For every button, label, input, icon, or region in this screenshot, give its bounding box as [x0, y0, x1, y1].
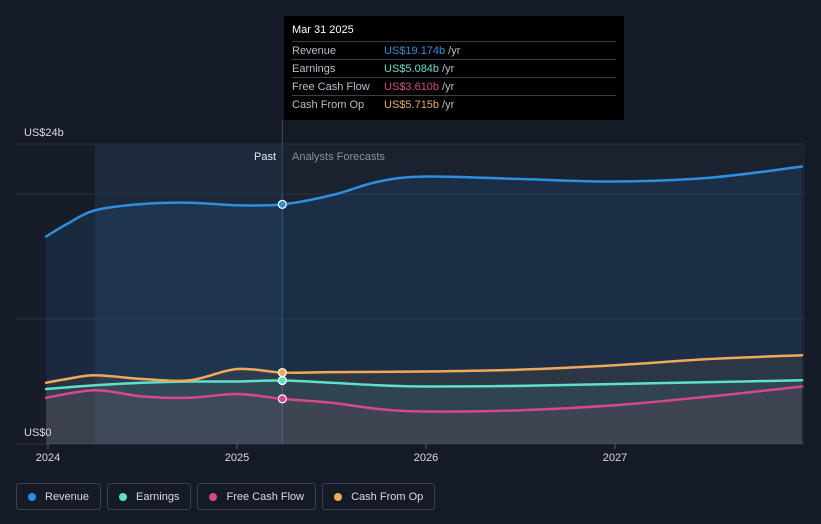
legend-item-cash-from-op[interactable]: Cash From Op — [322, 483, 436, 510]
x-tick-label: 2027 — [603, 452, 627, 464]
legend-item-earnings[interactable]: Earnings — [107, 483, 192, 510]
tooltip-row: Revenue US$19.174b/yr — [292, 41, 616, 59]
cash-from-op-marker — [277, 367, 287, 378]
grid — [16, 120, 805, 445]
x-axis-ticks: 2024 2025 2026 2027 — [36, 444, 627, 464]
tooltip-row: Cash From Op US$5.715b/yr — [292, 95, 616, 113]
legend: Revenue Earnings Free Cash Flow Cash From O… — [16, 483, 436, 510]
legend-label: Free Cash Flow — [226, 490, 305, 503]
x-tick-label: 2024 — [36, 452, 60, 464]
legend-label: Revenue — [45, 490, 90, 503]
hover-tooltip: Mar 31 2025 Revenue US$19.174b/yr Earnings… — [284, 16, 624, 120]
revenue-area — [46, 166, 803, 444]
legend-label: Cash From Op — [351, 490, 424, 503]
earnings-line — [44, 379, 804, 391]
revenue-marker — [277, 199, 287, 209]
tooltip-row-label: Free Cash Flow — [292, 80, 370, 93]
legend-item-revenue[interactable]: Revenue — [16, 483, 102, 510]
tooltip-row-unit: /yr — [442, 80, 455, 93]
free-cash-flow-marker — [277, 394, 287, 404]
tooltip-row: Earnings US$5.084b/yr — [292, 59, 616, 77]
tooltip-row-value: US$5.715b — [384, 98, 440, 111]
tooltip-row-label: Cash From Op — [292, 98, 365, 111]
legend-dot-icon — [209, 492, 218, 501]
free-cash-flow-area — [46, 386, 803, 444]
tooltip-row-value: US$3.610b — [384, 80, 440, 93]
tooltip-row-unit: /yr — [448, 44, 461, 57]
tooltip-row-value: US$5.084b — [384, 62, 440, 75]
cash-from-op-area — [46, 355, 803, 444]
hover-markers — [277, 199, 287, 404]
tooltip-row: Free Cash Flow US$3.610b/yr — [292, 77, 616, 95]
earnings-marker — [277, 375, 287, 386]
tooltip-row-value: US$19.174b — [384, 44, 446, 57]
tooltip-row-unit: /yr — [442, 62, 455, 75]
series-lines — [44, 165, 804, 413]
tooltip-row-label: Revenue — [292, 44, 337, 57]
legend-dot-icon — [334, 492, 343, 501]
revenue-line — [44, 165, 804, 238]
legend-label: Earnings — [136, 490, 180, 503]
cash-from-op-line — [44, 354, 804, 384]
x-tick-label: 2025 — [225, 452, 249, 464]
legend-item-free-cash-flow[interactable]: Free Cash Flow — [197, 483, 317, 510]
tooltip-date: Mar 31 2025 — [292, 24, 354, 36]
legend-dot-icon — [119, 492, 128, 501]
tooltip-row-label: Earnings — [292, 62, 336, 75]
forecast-region-label: Analysts Forecasts — [292, 151, 385, 163]
past-region-label: Past — [254, 151, 276, 163]
series-areas — [46, 166, 803, 444]
tooltip-row-unit: /yr — [442, 98, 455, 111]
y-axis-min-label: US$0 — [24, 427, 52, 439]
free-cash-flow-line — [44, 385, 804, 413]
y-axis-max-label: US$24b — [24, 127, 64, 139]
x-tick-label: 2026 — [414, 452, 438, 464]
legend-dot-icon — [28, 492, 36, 501]
